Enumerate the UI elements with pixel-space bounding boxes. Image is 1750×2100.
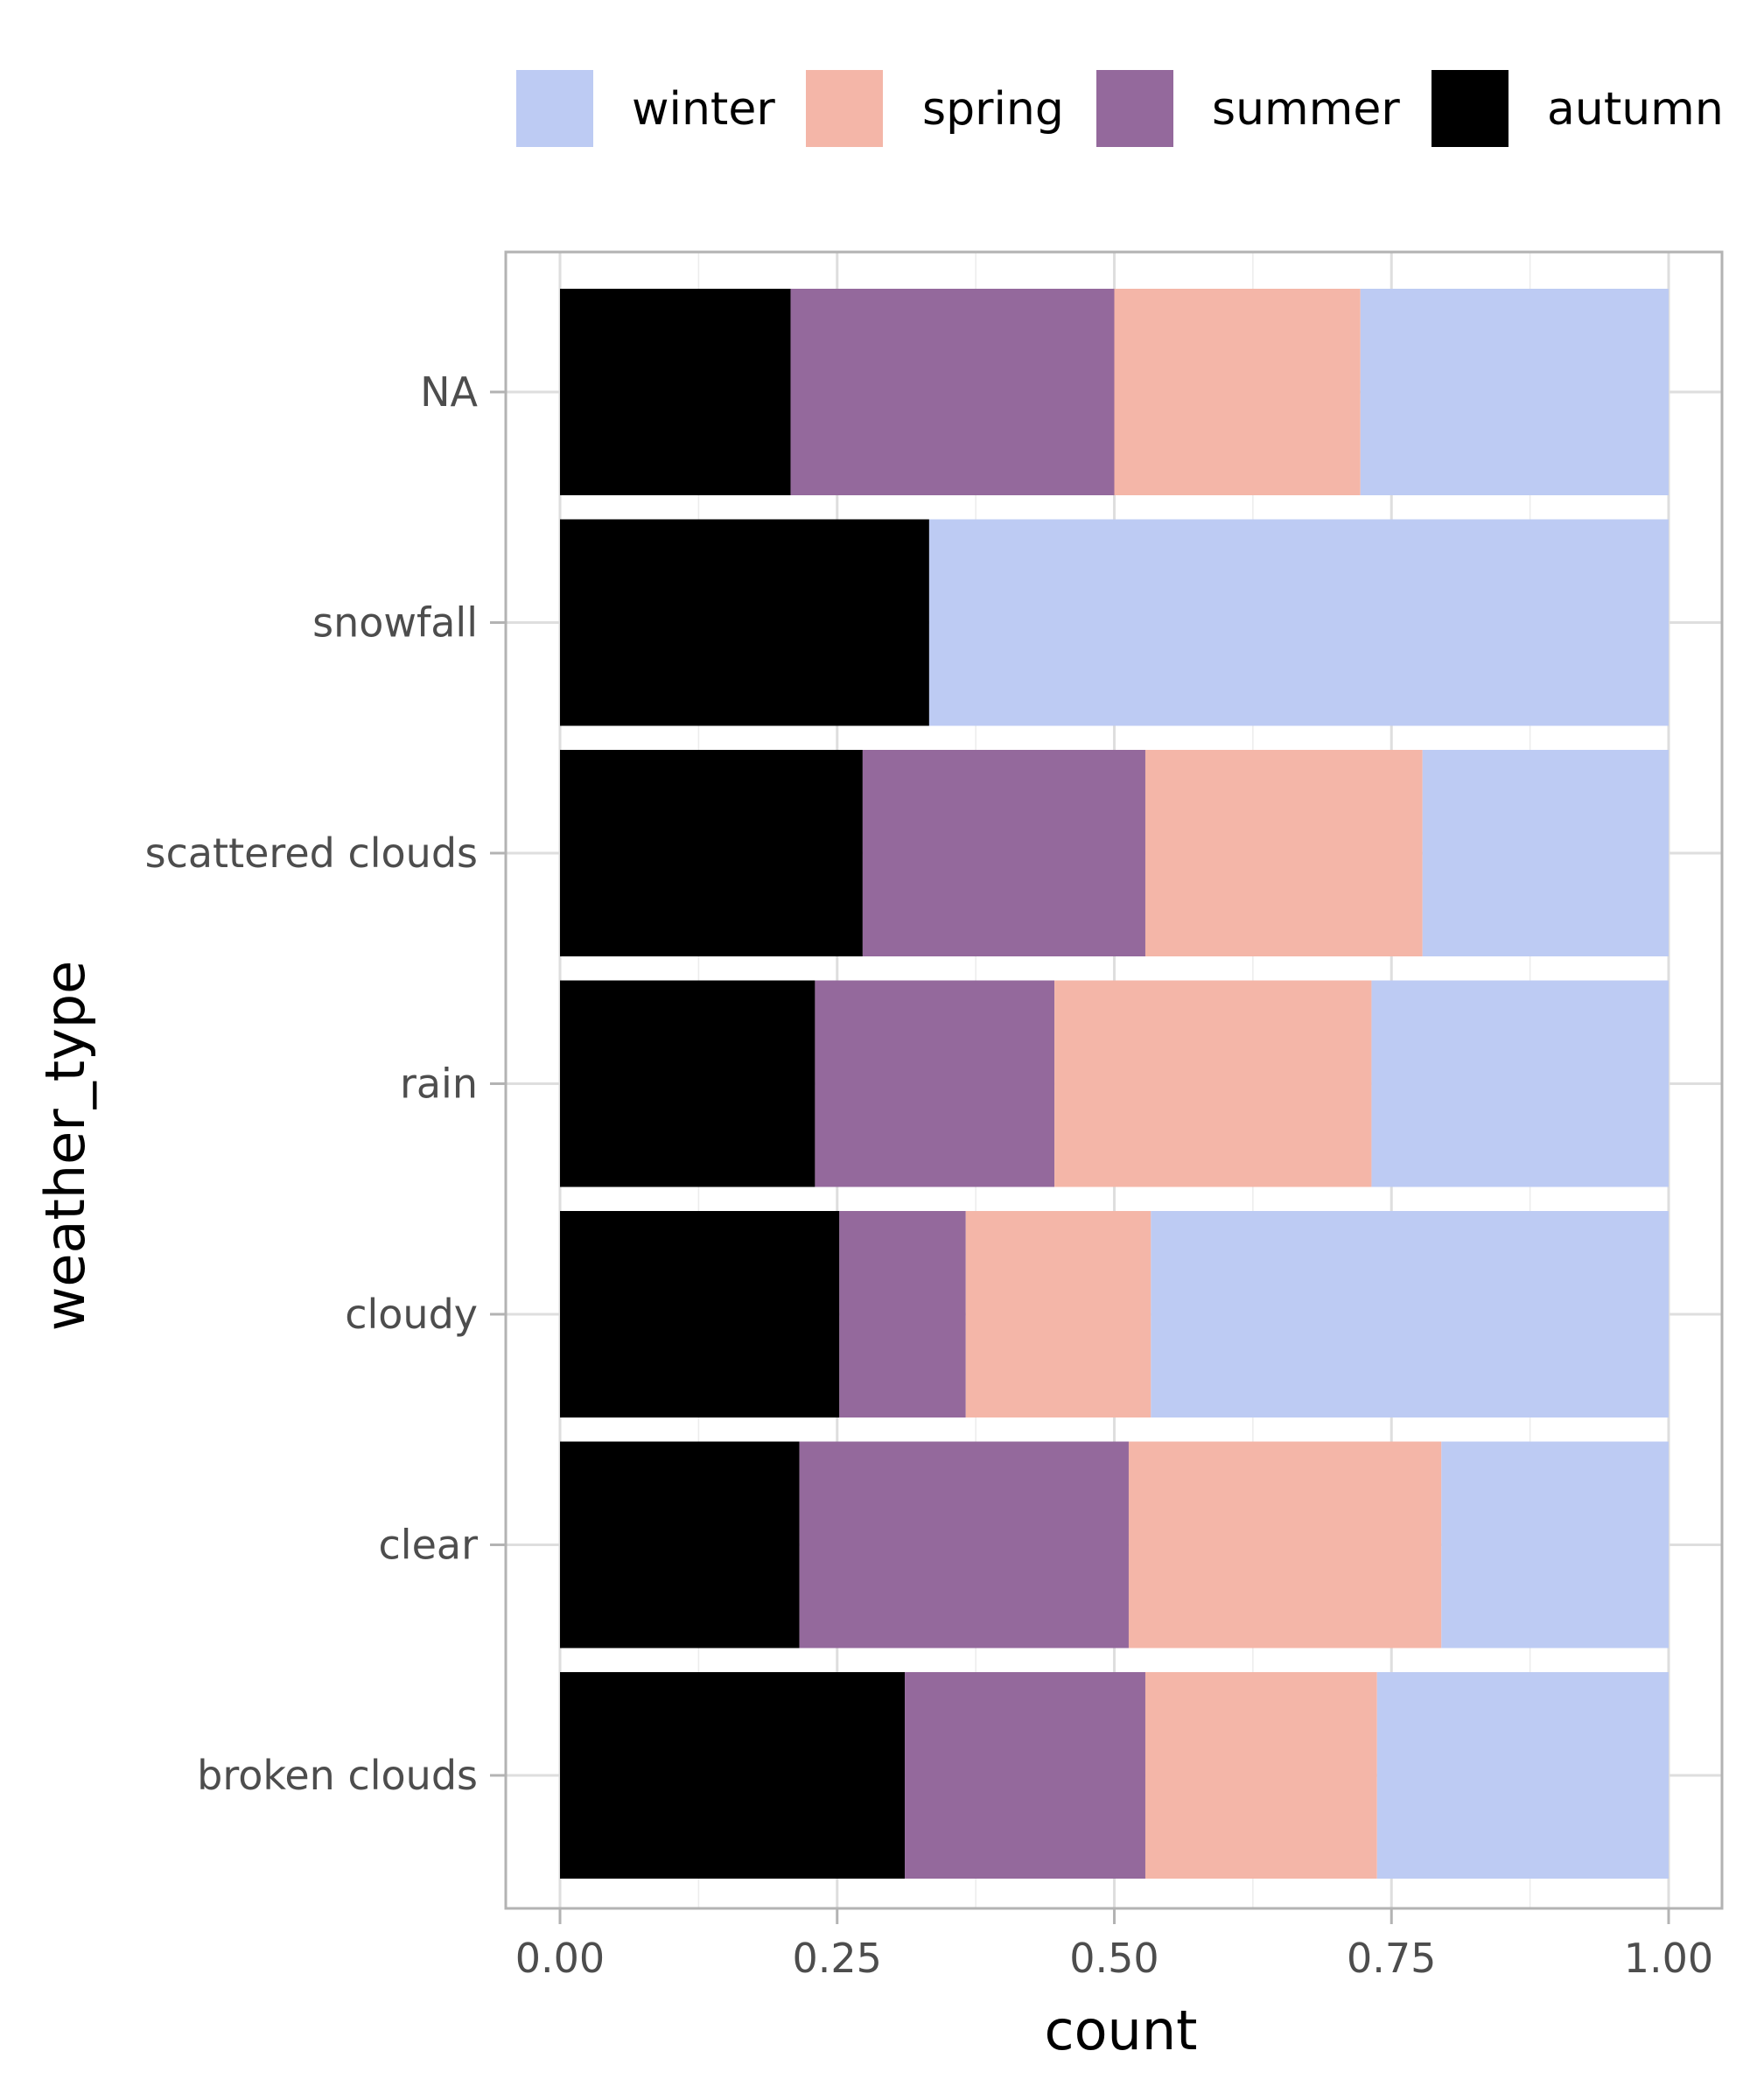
bar-clear-spring [1128, 1441, 1442, 1648]
legend-swatch-autumn [1432, 70, 1508, 147]
x-tick-label: 1.00 [1624, 1935, 1713, 1982]
x-axis: 0.00 0.25 0.50 0.75 1.00 [515, 1908, 1713, 1982]
legend-label-spring: spring [922, 83, 1064, 136]
legend-label-summer: summer [1212, 83, 1400, 136]
x-tick-label: 0.50 [1069, 1935, 1158, 1982]
y-tick-label: broken clouds [197, 1752, 478, 1799]
bar-clear-summer [799, 1441, 1129, 1648]
legend-label-autumn: autumn [1547, 83, 1724, 136]
bar-cloudy-autumn [560, 1211, 840, 1418]
bar-snowfall-winter [928, 519, 1669, 726]
x-tick-label: 0.00 [515, 1935, 605, 1982]
legend: winter spring summer autumn [516, 70, 1724, 147]
bar-scattered-clouds-summer [862, 750, 1145, 956]
bar-broken-clouds-winter [1376, 1672, 1669, 1879]
bar-na-autumn [560, 289, 791, 495]
bar-broken-clouds-summer [905, 1672, 1145, 1879]
bar-clear-winter [1441, 1441, 1669, 1648]
bar-rain-summer [815, 980, 1055, 1187]
bar-scattered-clouds-autumn [560, 750, 863, 956]
bar-cloudy-summer [839, 1211, 966, 1418]
bar-cloudy-winter [1151, 1211, 1669, 1418]
legend-label-winter: winter [632, 83, 775, 136]
bar-na-spring [1114, 289, 1361, 495]
y-tick-label: snowfall [312, 599, 478, 647]
legend-swatch-summer [1096, 70, 1173, 147]
y-axis-title: weather_type [33, 961, 97, 1332]
y-tick-label: scattered clouds [145, 830, 478, 877]
bar-scattered-clouds-winter [1422, 750, 1669, 956]
bar-rain-winter [1371, 980, 1669, 1187]
legend-swatch-spring [806, 70, 883, 147]
bar-snowfall-autumn [560, 519, 929, 726]
y-tick-label: clear [379, 1522, 479, 1569]
y-tick-label: rain [400, 1060, 478, 1108]
x-tick-label: 0.75 [1347, 1935, 1436, 1982]
bar-rain-spring [1054, 980, 1372, 1187]
bar-scattered-clouds-spring [1144, 750, 1423, 956]
bar-broken-clouds-autumn [560, 1672, 906, 1879]
bar-cloudy-spring [965, 1211, 1152, 1418]
x-tick-label: 0.25 [793, 1935, 882, 1982]
legend-swatch-winter [516, 70, 593, 147]
bar-clear-autumn [560, 1441, 800, 1648]
bar-broken-clouds-spring [1144, 1672, 1377, 1879]
x-axis-title: count [1045, 1998, 1198, 2062]
bar-na-summer [790, 289, 1115, 495]
y-axis: NA snowfall scattered clouds rain cloudy clea… [145, 368, 506, 1799]
y-tick-label: NA [420, 368, 478, 416]
y-tick-label: cloudy [345, 1291, 478, 1338]
bar-rain-autumn [560, 980, 816, 1187]
bars [560, 289, 1669, 1879]
bar-na-winter [1360, 289, 1669, 495]
